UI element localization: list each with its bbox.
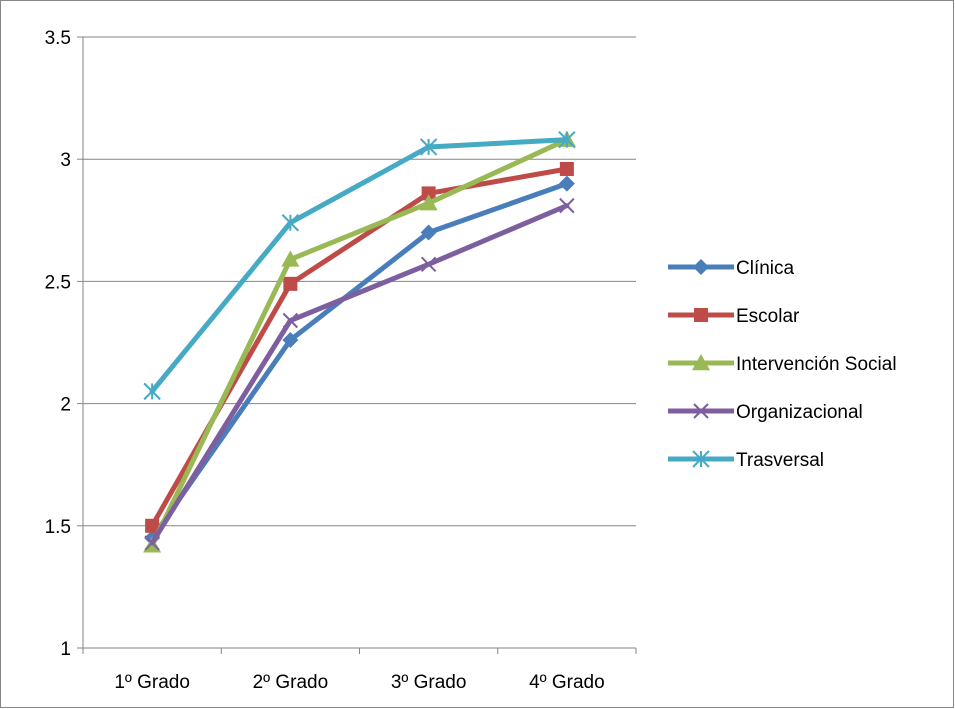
data-point xyxy=(281,250,300,267)
data-point xyxy=(419,138,438,156)
series-4 xyxy=(143,130,576,401)
data-point xyxy=(282,332,299,349)
y-axis-tick-labels: 1 1.5 2 2.5 3 3.5 xyxy=(45,28,71,660)
legend-item: Organizacional xyxy=(668,402,863,423)
data-point xyxy=(558,130,576,149)
legend-swatch-marker xyxy=(693,403,709,419)
y-tick-label: 1 xyxy=(60,639,71,660)
data-point xyxy=(421,186,436,201)
legend-swatch-marker xyxy=(692,450,710,468)
y-tick-label: 3.5 xyxy=(45,28,71,49)
y-tick-label: 2 xyxy=(60,395,71,416)
data-point xyxy=(145,518,160,533)
x-tick-label: 2º Grado xyxy=(253,672,329,693)
data-point xyxy=(419,194,438,211)
legend-label: Escolar xyxy=(736,306,800,327)
legend-swatch-marker xyxy=(693,259,709,275)
data-point xyxy=(283,276,298,291)
legend-label: Intervención Social xyxy=(736,354,897,375)
legend-item: Trasversal xyxy=(668,450,824,471)
series-line xyxy=(149,137,570,548)
legend-label: Clínica xyxy=(736,258,795,279)
series-0 xyxy=(144,175,575,547)
axes xyxy=(77,36,637,654)
data-point xyxy=(143,382,161,401)
y-tick-label: 1.5 xyxy=(45,517,71,538)
data-point xyxy=(559,161,574,176)
gridlines xyxy=(83,36,636,527)
series-line xyxy=(149,203,570,546)
legend-item: Clínica xyxy=(668,258,795,279)
x-tick-label: 1º Grado xyxy=(114,672,190,693)
series-lines xyxy=(143,130,576,553)
data-point xyxy=(559,197,575,214)
data-point xyxy=(281,214,300,232)
data-point xyxy=(282,312,299,329)
data-point xyxy=(420,256,437,272)
series-line xyxy=(149,181,570,541)
series-line xyxy=(149,137,570,394)
legend: Clínica Escolar Intervención Social Organiz… xyxy=(668,258,897,471)
legend-swatch-marker xyxy=(694,308,708,322)
legend-item: Escolar xyxy=(668,306,800,327)
legend-label: Organizacional xyxy=(736,402,863,423)
legend-item: Intervención Social xyxy=(668,354,897,375)
x-tick-label: 3º Grado xyxy=(391,672,467,693)
x-axis-tick-labels: 1º Grado 2º Grado 3º Grado 4º Grado xyxy=(114,672,604,693)
data-point xyxy=(144,535,160,551)
legend-swatch-marker xyxy=(692,354,710,371)
y-tick-label: 3 xyxy=(60,150,71,171)
y-tick-label: 2.5 xyxy=(45,272,71,293)
legend-label: Trasversal xyxy=(736,450,824,471)
data-point xyxy=(558,175,575,192)
series-3 xyxy=(144,197,575,551)
data-point xyxy=(420,224,437,241)
x-tick-label: 4º Grado xyxy=(529,672,605,693)
